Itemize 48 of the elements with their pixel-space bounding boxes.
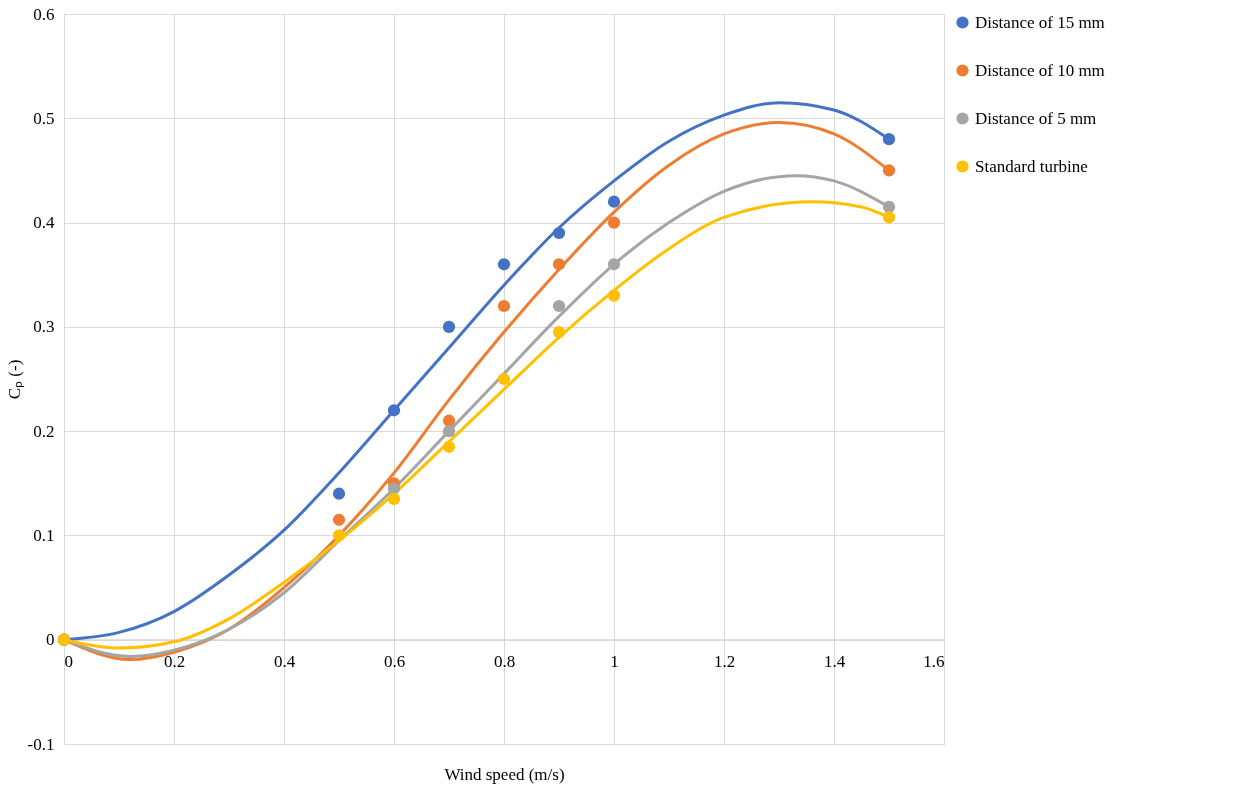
y-tick-label: 0.4 [33,213,55,233]
point [882,211,896,224]
point [552,325,566,339]
point [552,299,566,313]
y-tick-label: 0 [46,630,55,650]
y-tick-label: 0.5 [33,108,55,128]
point [332,487,346,500]
point [442,425,456,438]
legend-label: Standard turbine [975,156,1088,176]
point [552,226,566,240]
point [882,133,896,146]
x-tick-label: 1.2 [713,652,736,672]
point [552,258,566,271]
y-axis-title: Cₚ (-) [4,359,25,400]
point [607,258,621,271]
point [497,299,511,313]
point [442,440,456,453]
y-tick-label: 0.2 [33,421,55,441]
point [607,195,621,208]
x-tick-label: 0.4 [273,652,296,672]
point [332,513,346,526]
x-tick-label: 0.6 [383,652,406,672]
legend-label: Distance of 5 mm [975,108,1097,128]
point [387,492,401,506]
x-tick-label: 1.4 [823,652,846,672]
point [607,289,621,302]
y-tick-label: 0.3 [33,317,55,337]
legend-label: Distance of 15 mm [975,12,1105,32]
point [607,216,621,229]
point [497,372,511,386]
point [882,200,896,214]
x-tick-label: 0.2 [163,652,186,672]
point [387,404,401,417]
point [442,414,456,427]
x-tick-label: 0 [64,652,73,672]
point [332,529,346,542]
x-tick-label: 1 [610,652,619,672]
legend-label: Distance of 10 mm [975,60,1105,80]
point [387,482,401,495]
x-tick-label: 1.6 [923,652,945,672]
x-tick-label: 0.8 [493,652,516,672]
y-tick-label: 0.6 [33,4,55,24]
y-tick-label: 0.1 [33,525,55,545]
point [442,320,456,333]
x-axis-title: Wind speed (m/s) [444,764,565,784]
y-tick-label: -0.1 [27,734,55,754]
point [497,258,511,271]
point [882,164,896,177]
